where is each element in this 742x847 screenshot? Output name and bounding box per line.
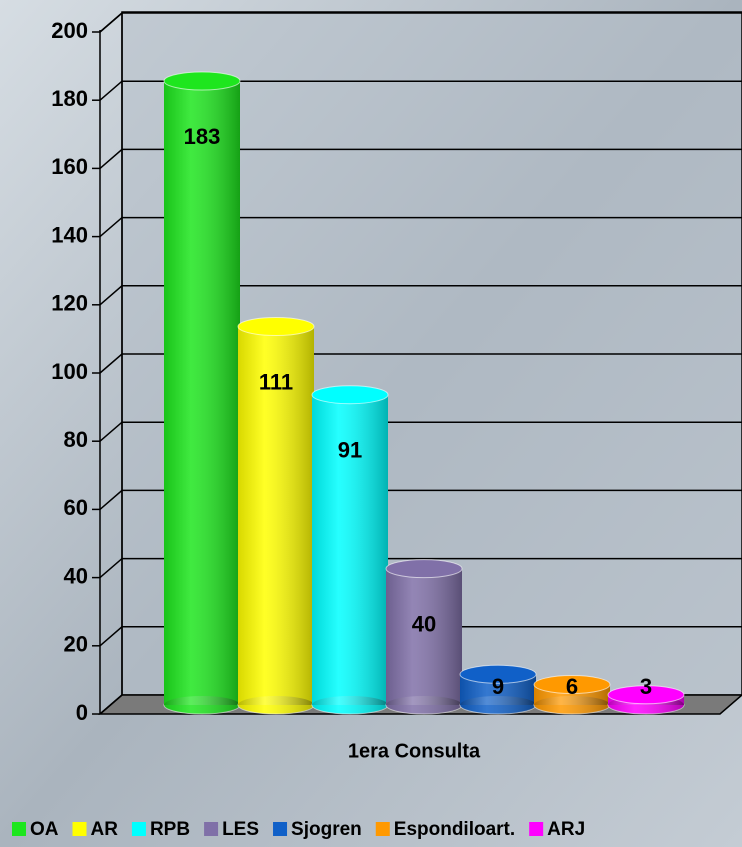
grid-line <box>99 489 742 510</box>
value-label: 3 <box>640 674 652 699</box>
value-label: 183 <box>184 124 221 149</box>
grid-line <box>99 148 742 169</box>
legend-label: Espondiloart. <box>394 819 515 840</box>
bar-shade <box>238 326 314 705</box>
bar <box>163 71 241 715</box>
legend-label: Sjogren <box>291 819 362 840</box>
legend-label: RPB <box>150 819 190 840</box>
bar <box>607 685 685 715</box>
bar-shade <box>164 80 240 706</box>
bar-top <box>607 685 685 705</box>
legend-label: LES <box>222 819 259 840</box>
grid-line <box>99 80 742 101</box>
y-tick-label: 20 <box>64 632 88 657</box>
value-label: 40 <box>412 611 436 636</box>
grid-line <box>99 557 742 579</box>
legend-swatch <box>131 822 146 836</box>
bar-top <box>533 675 611 695</box>
value-label: 6 <box>566 674 578 699</box>
y-tick-label: 160 <box>51 154 88 179</box>
legend-label: AR <box>91 819 119 840</box>
legend-swatch <box>12 822 26 836</box>
y-tick-label: 0 <box>76 700 88 725</box>
y-tick-label: 140 <box>51 222 88 247</box>
value-label: 9 <box>492 674 504 699</box>
y-tick-label: 80 <box>64 427 88 452</box>
x-tick-label: 1era Consulta <box>348 740 481 762</box>
grid-line <box>99 353 742 374</box>
grid-line <box>99 216 742 238</box>
bar-shade <box>312 394 388 705</box>
grid-line <box>99 626 742 647</box>
bar <box>311 385 389 715</box>
bar-bottom-shade <box>534 696 610 714</box>
y-tick-label: 120 <box>51 291 88 316</box>
y-tick-label: 180 <box>51 86 88 111</box>
legend-swatch <box>529 822 544 836</box>
bar-top <box>459 664 537 684</box>
grid-line <box>99 421 742 442</box>
legend-swatch <box>375 822 390 836</box>
grid-line <box>99 12 742 33</box>
value-label: 91 <box>338 438 362 463</box>
bar-bottom-shade <box>238 696 314 714</box>
bar-top <box>163 71 241 91</box>
bar-top <box>385 559 463 579</box>
y-tick-label: 200 <box>51 18 88 43</box>
legend-label: ARJ <box>547 819 585 840</box>
legend-swatch <box>72 822 87 836</box>
bar-bottom-shade <box>164 696 240 714</box>
bar-bottom-shade <box>312 696 388 714</box>
legend-swatch <box>204 822 219 836</box>
y-tick-label: 100 <box>51 359 88 384</box>
bar-bottom-shade <box>460 696 536 714</box>
value-label: 111 <box>259 369 293 394</box>
bar <box>385 559 463 715</box>
bar <box>459 664 537 715</box>
bar-top <box>237 316 315 336</box>
side-edge <box>99 694 123 715</box>
y-tick-label: 60 <box>64 495 88 520</box>
y-tick-label: 40 <box>64 563 88 588</box>
bar-shade <box>386 568 462 705</box>
bar <box>237 316 315 715</box>
legend-label: OA <box>30 819 59 840</box>
legend-swatch <box>273 822 288 836</box>
bar-top <box>311 385 389 405</box>
bar <box>533 675 611 715</box>
bar-bottom-shade <box>386 696 462 714</box>
grid-line <box>99 285 742 306</box>
